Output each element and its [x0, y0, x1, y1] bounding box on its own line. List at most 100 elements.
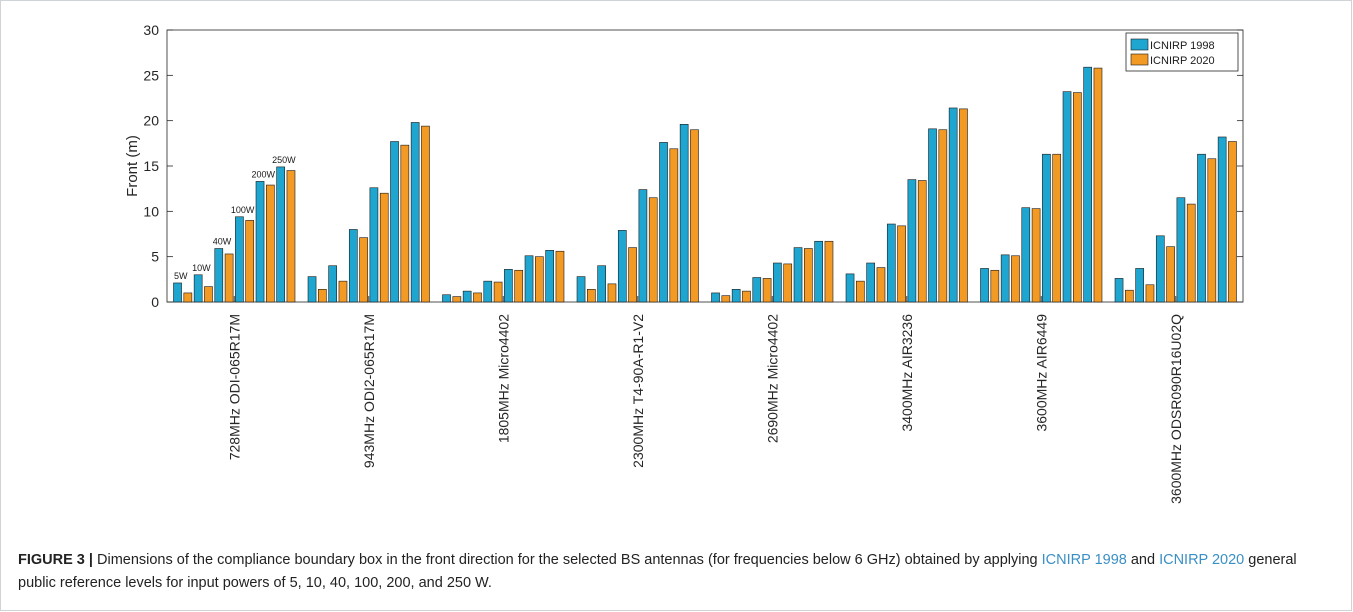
- x-tick-label: 3600MHz ODSR090R16U02Q: [1168, 314, 1184, 504]
- power-label-250w: 250W: [272, 155, 296, 165]
- bar: [266, 184, 275, 303]
- x-tick-label: 728MHz ODI-065R17M: [226, 314, 242, 460]
- bar: [783, 263, 793, 303]
- bar: [276, 166, 285, 303]
- bar: [1228, 141, 1237, 303]
- bar: [948, 107, 958, 303]
- x-tick-label: 3400MHz AIR3236: [899, 314, 915, 432]
- bar: [214, 248, 224, 303]
- bar: [545, 250, 554, 303]
- bar: [410, 122, 420, 303]
- bar: [638, 189, 648, 303]
- legend-label: ICNIRP 2020: [1150, 55, 1215, 67]
- bar: [793, 247, 803, 303]
- bar: [338, 280, 348, 303]
- bar: [897, 225, 906, 303]
- bar: [348, 229, 358, 303]
- bar: [773, 262, 782, 303]
- bar: [876, 267, 886, 303]
- bar: [442, 294, 451, 303]
- bar: [173, 282, 182, 303]
- power-label-40w: 40W: [213, 237, 232, 247]
- y-tick-label: 10: [143, 203, 159, 219]
- power-label-100w: 100W: [231, 205, 255, 215]
- bar: [866, 262, 875, 303]
- bar: [628, 247, 637, 303]
- bar: [193, 274, 203, 303]
- bar: [379, 192, 389, 303]
- bar: [1062, 91, 1072, 303]
- bar: [1186, 203, 1196, 303]
- bar: [204, 286, 213, 303]
- bar: [1052, 153, 1062, 303]
- bar: [711, 292, 720, 303]
- caption-label: FIGURE 3 |: [18, 552, 93, 568]
- y-axis-label: Front (m): [124, 135, 141, 197]
- y-tick-label: 20: [143, 113, 159, 129]
- bar: [752, 277, 762, 303]
- bar: [524, 255, 534, 303]
- bar: [856, 280, 865, 303]
- caption-text-1: Dimensions of the compliance boundary bo…: [92, 552, 1042, 568]
- bar: [1197, 153, 1206, 303]
- bar: [1021, 207, 1031, 303]
- bar: [1125, 289, 1134, 303]
- caption-link-icnirp-1998[interactable]: ICNIRP 1998: [1041, 552, 1127, 568]
- x-tick-label: 1805MHz Micro4402: [495, 314, 511, 443]
- bar: [245, 220, 255, 303]
- bar: [235, 216, 244, 303]
- bar: [731, 289, 741, 303]
- x-tick-label: 2690MHz Micro4402: [764, 314, 780, 443]
- bar: [504, 269, 513, 303]
- bar: [462, 290, 472, 303]
- bar: [1083, 66, 1092, 303]
- bar: [318, 289, 327, 303]
- bar: [1073, 92, 1082, 303]
- bar: [473, 292, 482, 303]
- bar: [587, 289, 596, 303]
- bar: [400, 144, 410, 303]
- bar: [1011, 255, 1020, 303]
- bar: [690, 129, 699, 303]
- bar: [938, 129, 948, 303]
- caption-link-icnirp-2020[interactable]: ICNIRP 2020: [1159, 552, 1245, 568]
- bar: [1031, 208, 1041, 303]
- y-tick-label: 25: [143, 67, 159, 83]
- bar: [917, 180, 927, 303]
- bar: [452, 296, 462, 303]
- bar: [814, 240, 823, 303]
- bar: [1114, 278, 1124, 303]
- bar: [1176, 197, 1186, 303]
- bar: [742, 290, 751, 303]
- caption-text-3: general public reference levels for inpu…: [18, 552, 1297, 591]
- bar: [1155, 235, 1165, 303]
- bar: [1207, 158, 1217, 303]
- bar: [369, 187, 379, 303]
- bar: [514, 269, 524, 303]
- power-label-10w: 10W: [192, 263, 211, 273]
- bar: [1217, 136, 1227, 303]
- bar: [804, 248, 813, 303]
- bar: [597, 265, 606, 303]
- y-tick-label: 30: [143, 22, 159, 38]
- bar: [980, 268, 989, 303]
- bar: [421, 125, 430, 303]
- bar: [493, 281, 503, 303]
- bar: [669, 148, 679, 303]
- bar: [555, 250, 565, 303]
- bar: [183, 292, 193, 303]
- bar: [886, 223, 896, 303]
- bar: [1000, 254, 1010, 303]
- x-tick-label: 2300MHz T4-90A-R1-V2: [630, 314, 646, 468]
- bar: [224, 253, 234, 303]
- bar: [679, 123, 689, 303]
- bar: [390, 141, 399, 303]
- bar: [1135, 268, 1144, 303]
- x-tick-label: 3600MHz AIR6449: [1033, 314, 1049, 432]
- bar: [1145, 284, 1155, 303]
- bar: [1042, 153, 1051, 303]
- bar: [359, 237, 368, 303]
- bar: [721, 295, 731, 303]
- bar: [824, 240, 834, 303]
